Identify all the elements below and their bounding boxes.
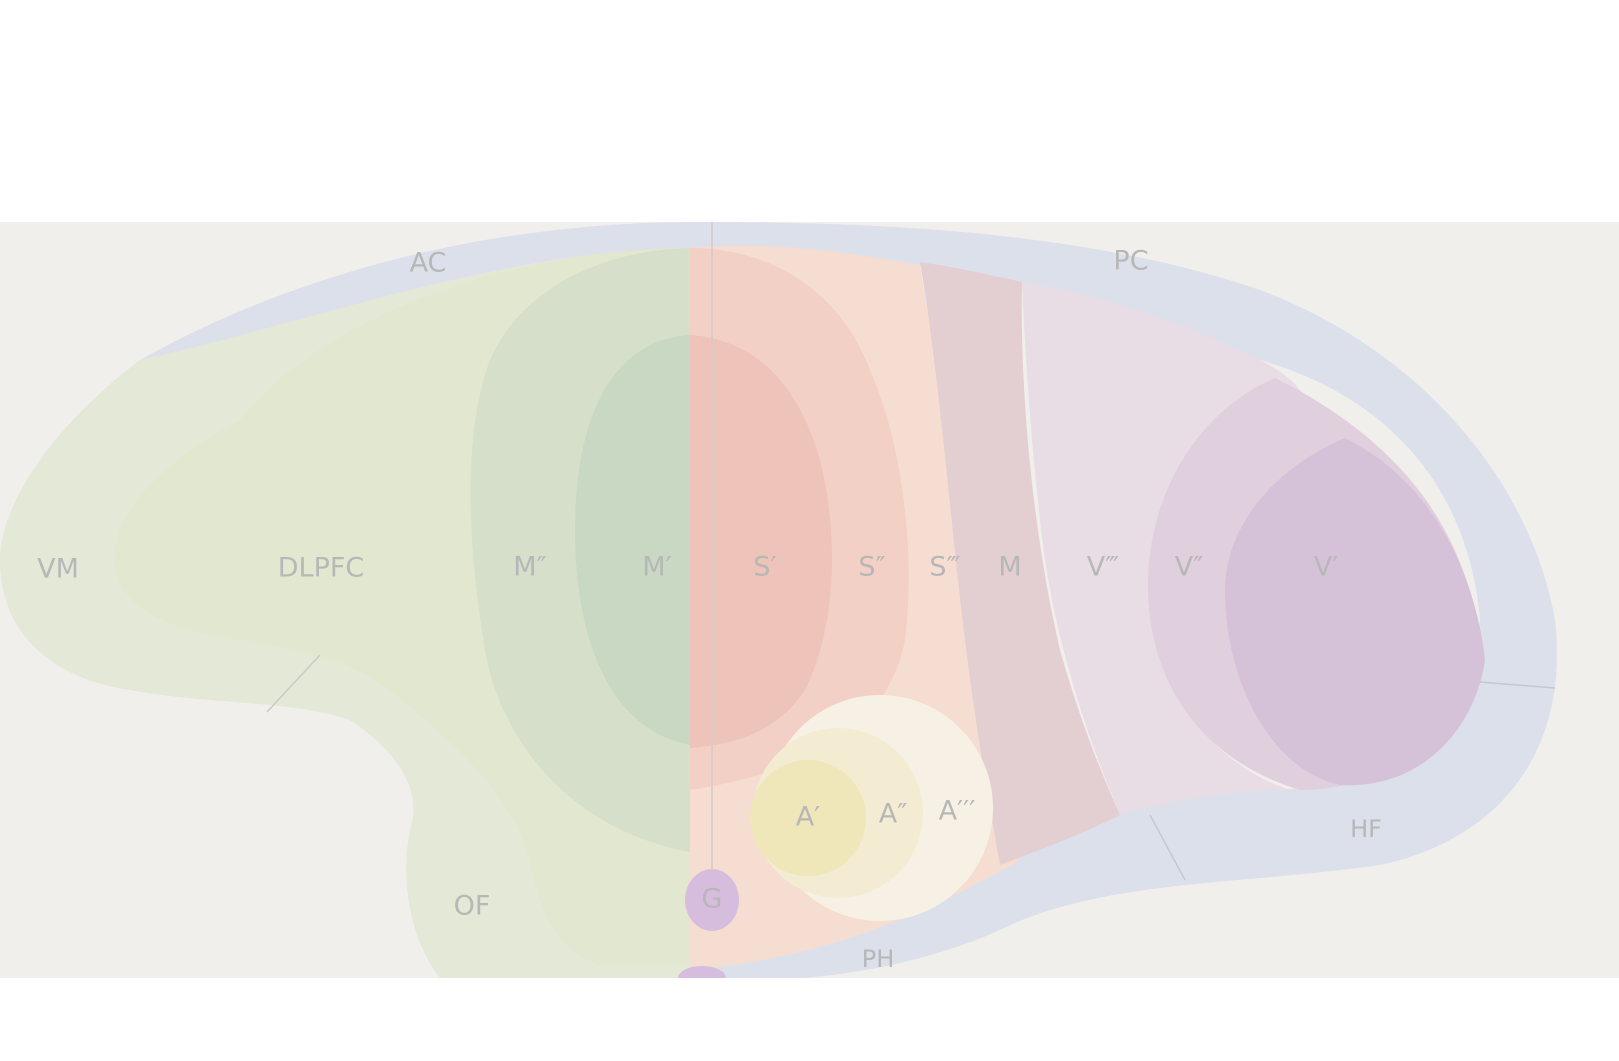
outer-band-region xyxy=(140,221,1558,982)
label-pc: PC xyxy=(1113,246,1148,277)
motor-inner-region xyxy=(575,335,690,745)
label-g: G xyxy=(702,884,723,915)
label-s3: S‴ xyxy=(929,552,960,583)
label-a2: A″ xyxy=(879,799,908,830)
auditory-inner-region xyxy=(750,760,866,876)
somato-inner-region xyxy=(690,335,832,748)
label-s2: S″ xyxy=(858,552,885,583)
label-hf: HF xyxy=(1350,815,1382,843)
label-of: OF xyxy=(454,891,491,922)
label-a1: A′ xyxy=(796,802,821,833)
parietal-region xyxy=(920,262,1120,865)
label-m: M xyxy=(998,552,1021,583)
label-v3: V‴ xyxy=(1087,552,1120,583)
label-vm: VM xyxy=(37,554,79,585)
bottom-border xyxy=(0,978,1619,1061)
label-a3: A′′′ xyxy=(939,796,976,827)
label-ac: AC xyxy=(410,248,447,279)
label-s1: S′ xyxy=(753,552,776,583)
label-v2: V″ xyxy=(1175,552,1204,583)
label-dlpfc: DLPFC xyxy=(278,553,365,584)
label-v1: V′ xyxy=(1314,552,1339,583)
gustatory-region xyxy=(685,869,739,931)
vm-of-divider-line xyxy=(266,654,321,713)
pc-hf-divider-line xyxy=(1479,681,1556,689)
label-ph: PH xyxy=(862,945,895,973)
visual-inner-region xyxy=(1225,438,1485,786)
hf-divider-line xyxy=(1149,814,1186,881)
label-m2: M″ xyxy=(513,552,546,583)
label-m1: M′ xyxy=(642,552,671,583)
